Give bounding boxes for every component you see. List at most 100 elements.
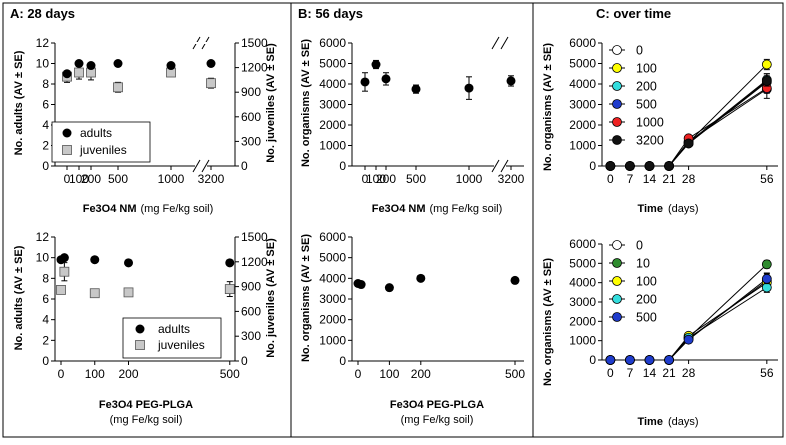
- b-bottom-ytick-label: 2000: [319, 313, 346, 327]
- b-bottom-xtick-label: 0: [355, 367, 362, 381]
- b-top-xlabel: Fe3O4 NM (mg Fe/kg soil): [372, 203, 503, 215]
- c-bottom-ytick-label: 3000: [569, 295, 596, 309]
- a-top-y2tick-label: 1500: [241, 36, 268, 50]
- a-top-legend-box: [51, 121, 151, 163]
- c-bottom-legend-label-500: 500: [636, 311, 657, 325]
- c-bottom-ytick-label: 4000: [569, 276, 596, 290]
- a-bottom-adults-point: [59, 253, 69, 263]
- a-top-juveniles-point: [113, 82, 123, 93]
- c-bottom-legend-marker-10: [612, 258, 622, 268]
- c-bottom-legend-marker-200: [612, 294, 622, 304]
- c-top-xtick-label: 21: [662, 172, 676, 186]
- b-bottom-ytick-label: 5000: [319, 251, 346, 265]
- b-top-break-slash-top: [491, 36, 500, 50]
- b-top-xtick-label: 200: [376, 172, 396, 186]
- c-bottom-series-point-500: [761, 273, 772, 284]
- c-bottom-legend-label-10: 10: [636, 257, 650, 271]
- c-bottom-series-point-500: [605, 355, 616, 365]
- b-bottom-organisms-point: [384, 283, 394, 293]
- a-bottom-ytick-label: 12: [36, 230, 50, 244]
- a-top-break-slash: [192, 159, 201, 173]
- b-top-ytick-label: 1000: [319, 139, 346, 153]
- c-bottom-series-point-500: [625, 355, 635, 365]
- a-top-adults-point: [62, 69, 72, 79]
- b-bottom-organisms-point: [510, 275, 520, 285]
- a-top-xlabel-normal: (mg Fe/kg soil): [141, 203, 214, 215]
- c-top-legend-marker-500: [612, 99, 622, 109]
- c-bottom-ytick-label: 6000: [569, 237, 596, 251]
- a-top-ylabel-right: No. juveniles (AV ± SE): [265, 43, 277, 163]
- b-top-organisms-point: [371, 60, 381, 70]
- b-top-ylabel: No. organisms (AV ± SE): [300, 39, 312, 167]
- b-top-break-slash: [500, 159, 509, 173]
- b-bottom-organisms-point: [416, 273, 426, 283]
- a-bottom-xtick-label: 0: [58, 367, 65, 381]
- c-top-legend-marker-200: [612, 81, 622, 91]
- panel-c-title: C: over time: [596, 6, 671, 21]
- c-bottom-legend-marker-0: [612, 240, 622, 250]
- a-top-xtick-label: 3200: [198, 172, 225, 186]
- c-top-legend-marker-1000: [612, 117, 622, 127]
- a-bottom-y2tick-label: 0: [241, 354, 248, 368]
- c-top-series-point-3200: [625, 161, 635, 171]
- c-top-ytick-label: 4000: [569, 77, 596, 91]
- b-bottom-ytick-label: 0: [339, 354, 346, 368]
- a-bot-legend: adults juveniles: [122, 317, 222, 359]
- a-bot-legend-juveniles: juveniles: [157, 338, 205, 352]
- a-top-ytick-label: 12: [36, 36, 50, 50]
- a-top-juveniles-point: [206, 78, 216, 89]
- a-bot-legend-adults-marker: [135, 324, 145, 334]
- a-bottom-y2tick-label: 1200: [241, 255, 268, 269]
- c-top-legend-label-0: 0: [636, 44, 643, 58]
- a-bottom-ytick-label: 10: [36, 251, 50, 265]
- c-top-xtick-label: 28: [682, 172, 696, 186]
- a-top-xtick-label: 100: [69, 172, 89, 186]
- c-top-legend-marker-0: [612, 45, 622, 55]
- c-top-xlabel-normal: (days): [668, 203, 699, 215]
- c-bottom-xtick-label: 56: [760, 366, 774, 380]
- a-bottom-ytick-label: 4: [42, 313, 49, 327]
- c-bottom-series-line-10: [610, 263, 768, 361]
- a-top-y2tick-label: 600: [241, 110, 261, 124]
- a-top-juveniles-point: [74, 67, 84, 78]
- a-top-ytick-label: 6: [42, 98, 49, 112]
- a-bottom-ytick-label: 6: [42, 292, 49, 306]
- c-bottom-legend-marker-100: [612, 276, 622, 286]
- b-top-xtick-label: 3200: [498, 172, 525, 186]
- b-top-ytick-label: 4000: [319, 77, 346, 91]
- figure-border: [2, 2, 784, 438]
- a-bot-ylabel-right: No. juveniles (AV ± SE): [265, 238, 277, 358]
- c-bottom-series-line-500: [610, 278, 768, 361]
- plot-a-bottom: 0 2 4 6 8 10 12 0 300 600 900 1200 1500 0 100 200 500: [36, 230, 268, 381]
- a-bottom-adults-point: [225, 258, 235, 268]
- b-top-break-slash-top: [500, 36, 509, 50]
- a-bottom-juveniles-point: [123, 287, 134, 298]
- c-top-series-point-3200: [683, 138, 694, 149]
- c-bottom-xtick-label: 21: [662, 366, 676, 380]
- b-top-organisms-point: [464, 83, 474, 93]
- b-top-xtick-label: 500: [406, 172, 426, 186]
- a-top-adults-point: [206, 59, 216, 68]
- b-top-break-slash: [491, 159, 500, 173]
- b-top-organisms-point: [506, 76, 516, 86]
- b-bottom-xtick-label: 200: [411, 367, 431, 381]
- a-top-legend: adults juveniles: [51, 121, 151, 163]
- a-bottom-juveniles-point: [56, 285, 66, 295]
- a-top-xtick-label: 500: [108, 172, 128, 186]
- c-top-legend-label-500: 500: [636, 98, 657, 112]
- c-top-series-line-0: [610, 81, 768, 167]
- a-bot-legend-juveniles-marker: [135, 340, 145, 350]
- b-bottom-ytick-label: 4000: [319, 271, 346, 285]
- c-bottom-xtick-label: 0: [607, 366, 614, 380]
- c-bottom-series-point-500: [664, 355, 674, 365]
- c-bot-xlabel-bold: Time: [637, 416, 662, 428]
- a-bottom-juveniles-point: [59, 266, 70, 277]
- b-top-organisms-point: [381, 74, 391, 84]
- a-bot-xlabel-line1: Fe3O4 PEG-PLGA: [99, 399, 193, 411]
- c-top-series-line-200: [610, 79, 768, 167]
- a-top-ytick-label: 2: [42, 139, 49, 153]
- c-bottom-series-point-200: [761, 282, 772, 293]
- c-top-legend-label-100: 100: [636, 62, 657, 76]
